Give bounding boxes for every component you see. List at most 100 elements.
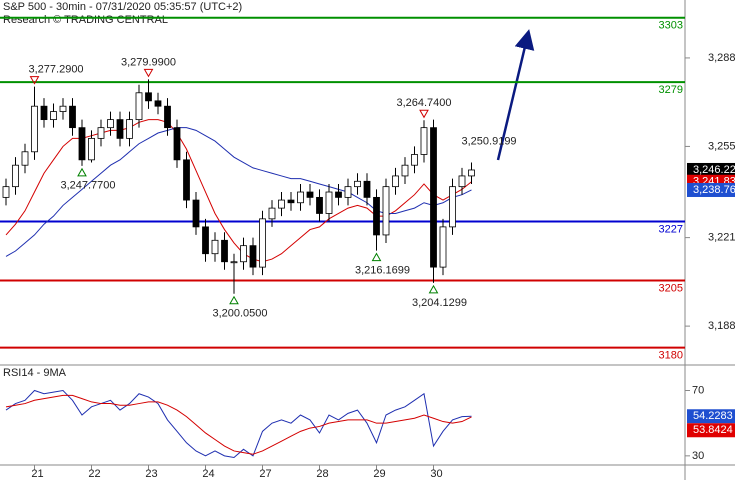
- candle-body: [192, 199, 200, 228]
- candle-body: [116, 119, 124, 139]
- candle-body: [458, 175, 466, 188]
- last-value-box: [687, 182, 735, 197]
- candle-body: [183, 159, 190, 201]
- level-label: 3205: [659, 282, 683, 294]
- forecast-arrow: [496, 29, 535, 161]
- candle-body: [249, 245, 257, 268]
- rsi-line: [5, 394, 472, 455]
- low-marker: [371, 252, 382, 262]
- candle-body: [126, 119, 133, 139]
- candle-body: [382, 186, 390, 236]
- candle-body: [392, 175, 399, 188]
- candle-body: [78, 127, 86, 161]
- x-tick-label: 23: [145, 468, 157, 480]
- candle-body: [88, 137, 95, 161]
- candle-body: [335, 191, 342, 198]
- last-value-box: [687, 423, 735, 438]
- y-tick-label: 30: [692, 450, 704, 462]
- candle-body: [211, 239, 219, 255]
- candle-body: [363, 180, 371, 198]
- high-marker: [419, 109, 429, 119]
- candle-body: [145, 92, 152, 102]
- candle-body: [135, 92, 143, 121]
- y-tick-label: 3,221: [708, 232, 735, 244]
- candle-body: [40, 105, 48, 121]
- level-label: 3279: [659, 84, 683, 96]
- candle-body: [325, 191, 333, 214]
- high-marker: [143, 68, 154, 78]
- low-marker: [428, 284, 439, 294]
- candle-body: [2, 186, 10, 198]
- high-marker: [29, 76, 40, 85]
- last-value-label: 53.8424: [693, 424, 733, 436]
- candle-body: [278, 199, 285, 209]
- candle-body: [107, 119, 114, 129]
- annotation-label: 3,247.7700: [60, 180, 115, 192]
- x-tick-label: 27: [259, 468, 271, 480]
- level-label: 3227: [659, 223, 683, 235]
- x-tick-label: 21: [31, 468, 43, 480]
- annotation-label: 3,204.1299: [412, 297, 467, 309]
- y-tick-label: 3,255: [708, 140, 735, 152]
- x-tick-label: 24: [202, 468, 214, 480]
- candle-body: [354, 180, 361, 188]
- candle-body: [430, 127, 437, 268]
- y-tick-label: 70: [692, 384, 704, 396]
- chart-title: S&P 500 - 30min - 07/31/2020 05:35:57 (U…: [3, 1, 242, 13]
- candle-body: [297, 191, 304, 204]
- last-value-label: 54.2283: [693, 410, 733, 422]
- annotation-label: 3,250.9199: [462, 135, 517, 147]
- candle-body: [230, 261, 238, 264]
- candle-body: [401, 164, 409, 177]
- candle-body: [268, 207, 276, 220]
- candle-body: [439, 226, 447, 268]
- candle-body: [344, 186, 352, 198]
- candle-body: [154, 100, 162, 107]
- level-label: 3180: [659, 349, 683, 361]
- low-marker: [77, 167, 87, 177]
- x-tick-label: 28: [316, 468, 328, 480]
- annotation-label: 3,200.0500: [212, 308, 267, 320]
- last-value-box: [687, 409, 735, 424]
- candle-body: [164, 105, 171, 129]
- rsi-line: [5, 389, 472, 459]
- candle-body: [420, 127, 428, 155]
- annotation-label: 3,277.2900: [29, 64, 84, 76]
- y-tick-label: 3,288: [708, 52, 735, 64]
- candle-body: [468, 169, 475, 177]
- candle-body: [97, 127, 105, 139]
- annotation-label: 3,216.1699: [355, 264, 410, 276]
- candle-body: [316, 196, 323, 214]
- candle-body: [12, 164, 19, 188]
- low-marker: [229, 295, 239, 305]
- candle-body: [411, 154, 418, 166]
- candle-body: [449, 186, 456, 228]
- last-value-box: [687, 162, 735, 177]
- candle-body: [173, 127, 181, 161]
- x-tick-label: 30: [430, 468, 442, 480]
- candle-body: [373, 196, 380, 236]
- candle-body: [21, 151, 29, 166]
- y-tick-label: 3,188: [708, 320, 735, 332]
- candle-body: [50, 111, 57, 121]
- level-label: 3303: [659, 20, 683, 32]
- candle-body: [59, 105, 67, 112]
- candle-body: [287, 199, 295, 204]
- annotation-label: 3,279.9900: [121, 56, 176, 68]
- moving-average: [5, 127, 472, 257]
- chart-subtitle: Research © TRADING CENTRAL: [3, 14, 168, 26]
- candle-body: [31, 105, 38, 153]
- rsi-title: RSI14 - 9MA: [3, 367, 67, 379]
- candle-body: [240, 245, 247, 263]
- candle-body: [202, 226, 209, 255]
- last-value-label: 3,246.22: [693, 164, 735, 176]
- x-tick-label: 22: [88, 468, 100, 480]
- candle-body: [221, 239, 228, 263]
- last-value-label: 3,238.76: [693, 184, 735, 196]
- annotation-label: 3,264.7400: [396, 97, 451, 109]
- x-tick-label: 29: [373, 468, 385, 480]
- candle-body: [259, 218, 266, 268]
- candle-body: [306, 191, 314, 198]
